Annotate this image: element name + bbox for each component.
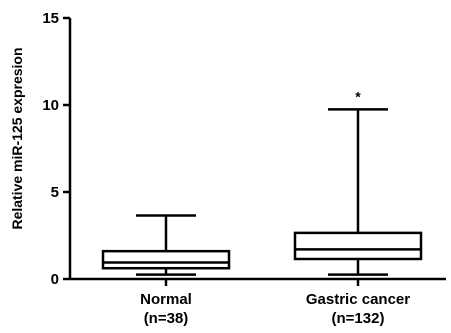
y-axis-title: Relative miR-125 expresion [9, 47, 25, 229]
iqr-box [293, 231, 423, 261]
x-category-label: Gastric cancer [306, 291, 410, 308]
y-axis: 0 5 10 15 [42, 10, 72, 288]
x-category-sublabel: (n=132) [332, 310, 385, 327]
y-tick-label-5: 5 [51, 184, 59, 201]
x-category-sublabel: (n=38) [144, 310, 189, 327]
y-tick-label-0: 0 [51, 271, 59, 288]
box-gastric-cancer: * [293, 88, 423, 276]
significance-marker: * [355, 88, 361, 104]
x-axis: Normal (n=38) Gastric cancer (n=132) [70, 277, 446, 327]
x-category-label: Normal [140, 291, 192, 308]
box-normal [101, 214, 231, 276]
y-tick-label-15: 15 [42, 10, 59, 27]
y-tick-label-10: 10 [42, 97, 59, 114]
iqr-box [101, 249, 231, 270]
boxes: * [101, 88, 423, 276]
